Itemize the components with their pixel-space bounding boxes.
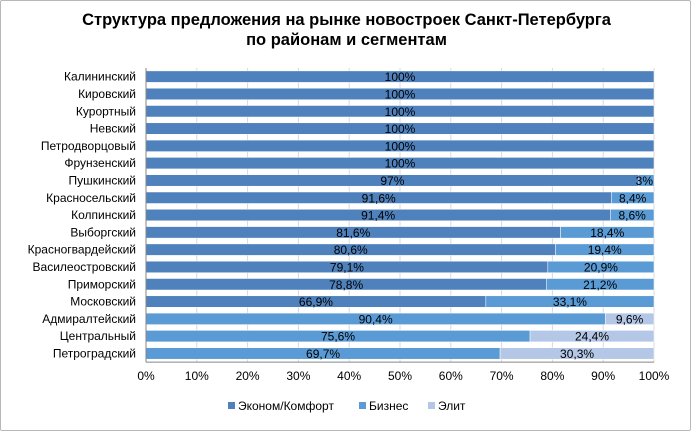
data-label-3-16: 24,4% [575,330,609,344]
data-label-2-12: 20,9% [584,260,618,274]
data-label-2-13: 21,2% [583,278,617,292]
category-label-14: Московский [70,295,136,309]
legend-swatch-2 [359,402,366,409]
legend-label-2: Бизнес [369,399,408,413]
category-label-10: Выборгский [70,225,136,239]
data-label-2-16: 75,6% [321,330,355,344]
category-label-13: Приморский [68,277,136,291]
x-tick-label-5: 50% [388,369,412,383]
data-label-2-14: 33,1% [553,295,587,309]
data-label-1-4: 100% [385,122,416,136]
category-label-15: Адмиралтейский [42,312,136,326]
category-label-4: Невский [90,122,136,136]
category-label-7: Пушкинский [69,173,137,187]
data-label-1-11: 80,6% [334,243,368,257]
x-tick-label-10: 100% [639,369,670,383]
bar-3-16 [529,330,655,343]
data-label-2-11: 19,4% [588,243,622,257]
data-label-1-9: 91,4% [361,209,395,223]
category-label-5: Петродворцовый [41,139,136,153]
bar-2-11 [555,243,655,256]
chart-title-line-1: Структура предложения на рынке новострое… [82,11,611,29]
category-label-12: Василеостровский [33,260,136,274]
data-label-2-7: 3% [636,174,654,188]
legend-swatch-1 [228,402,235,409]
legend-swatch-3 [428,402,435,409]
data-label-2-15: 90,4% [359,312,393,326]
data-label-1-6: 100% [385,157,416,171]
chart-title-line-2: по районам и сегментам [246,31,447,49]
bar-3-17 [499,347,655,360]
data-label-2-9: 8,6% [618,209,646,223]
x-tick-label-8: 80% [540,369,564,383]
data-label-1-12: 79,1% [330,260,364,274]
data-label-1-14: 66,9% [299,295,333,309]
category-label-1: Калининский [64,70,136,84]
category-label-6: Фрунзенский [64,156,136,170]
bar-2-7 [638,174,655,187]
bar-2-14 [485,295,655,308]
x-tick-label-4: 40% [337,369,361,383]
chart-title: Структура предложения на рынке новострое… [0,10,693,50]
category-label-11: Красногвардейский [28,243,136,257]
x-tick-label-0: 0% [137,369,155,383]
data-label-1-1: 100% [385,70,416,84]
data-label-1-8: 91,6% [362,191,396,205]
category-label-16: Центральный [60,329,136,343]
bar-2-13 [546,278,655,291]
data-label-1-2: 100% [385,87,416,101]
data-label-1-13: 78,8% [329,278,363,292]
bar-2-8 [611,191,655,204]
legend-label-1: Эконом/Комфорт [238,399,334,413]
category-label-3: Курортный [76,104,136,118]
x-tick-label-1: 10% [185,369,209,383]
bar-2-10 [560,226,655,239]
category-label-9: Колпинский [71,208,136,222]
legend-label-3: Элит [438,399,466,413]
data-label-1-3: 100% [385,105,416,119]
x-tick-label-7: 70% [490,369,514,383]
data-label-1-7: 97% [380,174,404,188]
category-label-2: Кировский [78,87,136,101]
data-label-2-17: 69,7% [306,347,340,361]
data-label-3-15: 9,6% [616,312,644,326]
x-tick-label-2: 20% [236,369,260,383]
bar-3-15 [604,312,655,325]
category-label-8: Красносельский [46,191,136,205]
x-tick-label-9: 90% [591,369,615,383]
data-label-3-17: 30,3% [560,347,594,361]
bar-2-9 [610,209,655,222]
bar-2-12 [547,260,655,273]
data-label-1-5: 100% [385,139,416,153]
category-label-17: Петроградский [53,346,136,360]
data-label-2-8: 8,4% [619,191,647,205]
data-label-2-10: 18,4% [590,226,624,240]
data-label-1-10: 81,6% [336,226,370,240]
x-tick-label-3: 30% [286,369,310,383]
x-tick-label-6: 60% [439,369,463,383]
